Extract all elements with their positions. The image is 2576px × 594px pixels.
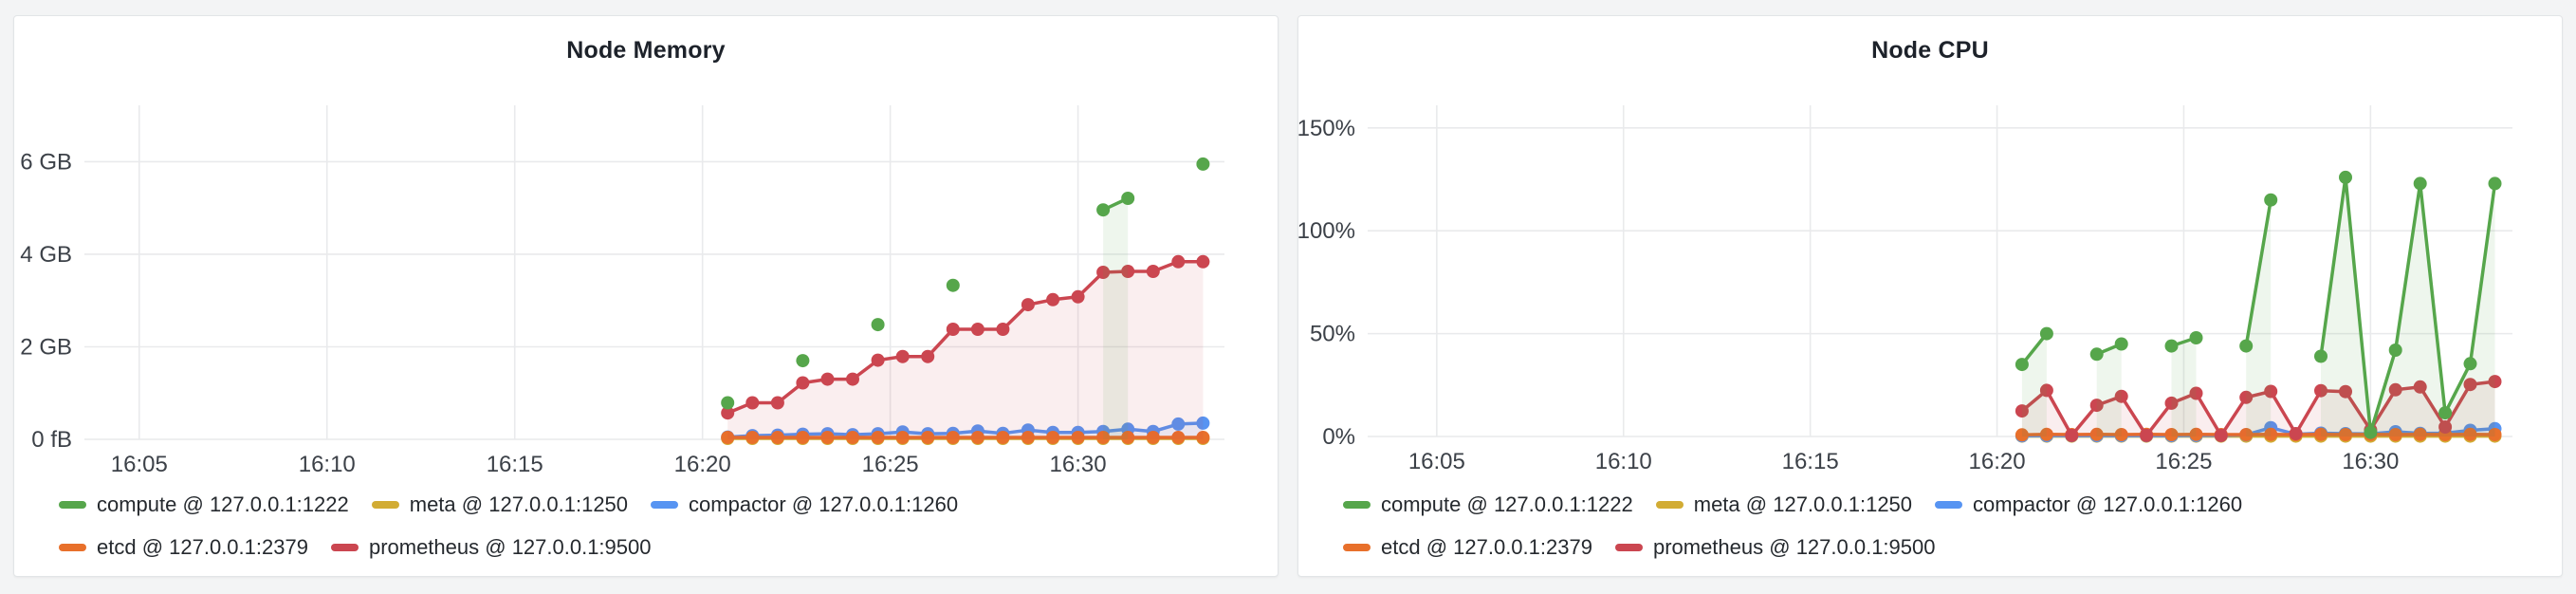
svg-text:16:10: 16:10 — [1595, 449, 1652, 474]
svg-text:16:15: 16:15 — [487, 452, 543, 477]
legend-item-prometheus[interactable]: prometheus @ 127.0.0.1:9500 — [330, 534, 652, 559]
legend-label[interactable]: meta @ 127.0.0.1:1250 — [1693, 492, 1913, 516]
svg-text:16:30: 16:30 — [2342, 449, 2399, 474]
panel-title[interactable]: Node CPU — [1871, 37, 1989, 64]
svg-text:16:05: 16:05 — [1408, 449, 1465, 474]
legend: compute @ 127.0.0.1:1222 meta @ 127.0.0.1… — [59, 483, 1259, 568]
legend-item-meta[interactable]: meta @ 127.0.0.1:1250 — [371, 492, 629, 516]
legend-row: compute @ 127.0.0.1:1222 meta @ 127.0.0.1… — [1343, 483, 2543, 526]
legend-label[interactable]: compute @ 127.0.0.1:1222 — [1381, 492, 1633, 516]
svg-text:16:25: 16:25 — [862, 452, 919, 477]
svg-text:16:30: 16:30 — [1050, 452, 1107, 477]
svg-text:150%: 150% — [1298, 116, 1355, 141]
legend-label[interactable]: prometheus @ 127.0.0.1:9500 — [368, 534, 652, 559]
legend-color-chip[interactable] — [1343, 543, 1371, 551]
legend-label[interactable]: meta @ 127.0.0.1:1250 — [409, 492, 629, 516]
legend-row: compute @ 127.0.0.1:1222 meta @ 127.0.0.1… — [59, 483, 1259, 526]
legend-item-meta[interactable]: meta @ 127.0.0.1:1250 — [1655, 492, 1913, 516]
legend-item-etcd[interactable]: etcd @ 127.0.0.1:2379 — [1343, 534, 1592, 559]
svg-text:2 GB: 2 GB — [20, 334, 72, 360]
legend-item-prometheus[interactable]: prometheus @ 127.0.0.1:9500 — [1614, 534, 1936, 559]
legend-label[interactable]: compactor @ 127.0.0.1:1260 — [689, 492, 959, 516]
legend-color-chip[interactable] — [59, 543, 86, 551]
legend-label[interactable]: compute @ 127.0.0.1:1222 — [97, 492, 349, 516]
legend-row: etcd @ 127.0.0.1:2379 prometheus @ 127.0.… — [1343, 526, 2543, 568]
legend-item-compactor[interactable]: compactor @ 127.0.0.1:1260 — [1935, 492, 2243, 516]
svg-text:100%: 100% — [1298, 218, 1355, 244]
svg-text:16:20: 16:20 — [1969, 449, 2026, 474]
legend-color-chip[interactable] — [1614, 543, 1643, 551]
legend-item-compactor[interactable]: compactor @ 127.0.0.1:1260 — [651, 492, 959, 516]
legend-label[interactable]: etcd @ 127.0.0.1:2379 — [97, 534, 308, 559]
svg-text:6 GB: 6 GB — [20, 149, 72, 175]
panel-node-cpu: Node CPU 0% 50% 100% 150% 16:05 16:10 16:15 16:… — [1297, 15, 2563, 577]
legend-label[interactable]: prometheus @ 127.0.0.1:9500 — [1652, 534, 1936, 559]
svg-text:50%: 50% — [1310, 322, 1355, 347]
legend-color-chip[interactable] — [59, 500, 86, 509]
legend-color-chip[interactable] — [651, 500, 679, 509]
node-memory-chart[interactable]: 0 fB 2 GB 4 GB 6 GB 16:05 16:10 16:15 16:20 16:2… — [14, 16, 1279, 578]
svg-text:0%: 0% — [1322, 424, 1355, 450]
svg-text:16:05: 16:05 — [111, 452, 168, 477]
legend-label[interactable]: compactor @ 127.0.0.1:1260 — [1973, 492, 2243, 516]
legend-color-chip[interactable] — [1343, 500, 1371, 509]
node-cpu-chart[interactable]: 0% 50% 100% 150% 16:05 16:10 16:15 16:20 16:25 16… — [1298, 16, 2564, 578]
panel-title[interactable]: Node Memory — [566, 37, 726, 64]
svg-text:4 GB: 4 GB — [20, 242, 72, 268]
legend-item-etcd[interactable]: etcd @ 127.0.0.1:2379 — [59, 534, 308, 559]
legend-item-compute[interactable]: compute @ 127.0.0.1:1222 — [59, 492, 349, 516]
svg-text:16:10: 16:10 — [299, 452, 356, 477]
legend-item-compute[interactable]: compute @ 127.0.0.1:1222 — [1343, 492, 1633, 516]
legend-row: etcd @ 127.0.0.1:2379 prometheus @ 127.0.… — [59, 526, 1259, 568]
legend-color-chip[interactable] — [330, 543, 359, 551]
panel-node-memory: Node Memory 0 fB 2 GB 4 GB 6 GB 16:05 16:10 16… — [13, 15, 1279, 577]
legend-color-chip[interactable] — [1655, 500, 1684, 509]
legend-color-chip[interactable] — [1935, 500, 1963, 509]
svg-text:16:25: 16:25 — [2155, 449, 2212, 474]
legend-label[interactable]: etcd @ 127.0.0.1:2379 — [1381, 534, 1592, 559]
legend-color-chip[interactable] — [371, 500, 399, 509]
svg-text:16:15: 16:15 — [1782, 449, 1839, 474]
legend: compute @ 127.0.0.1:1222 meta @ 127.0.0.1… — [1343, 483, 2543, 568]
svg-text:0 fB: 0 fB — [31, 427, 72, 453]
svg-text:16:20: 16:20 — [674, 452, 731, 477]
